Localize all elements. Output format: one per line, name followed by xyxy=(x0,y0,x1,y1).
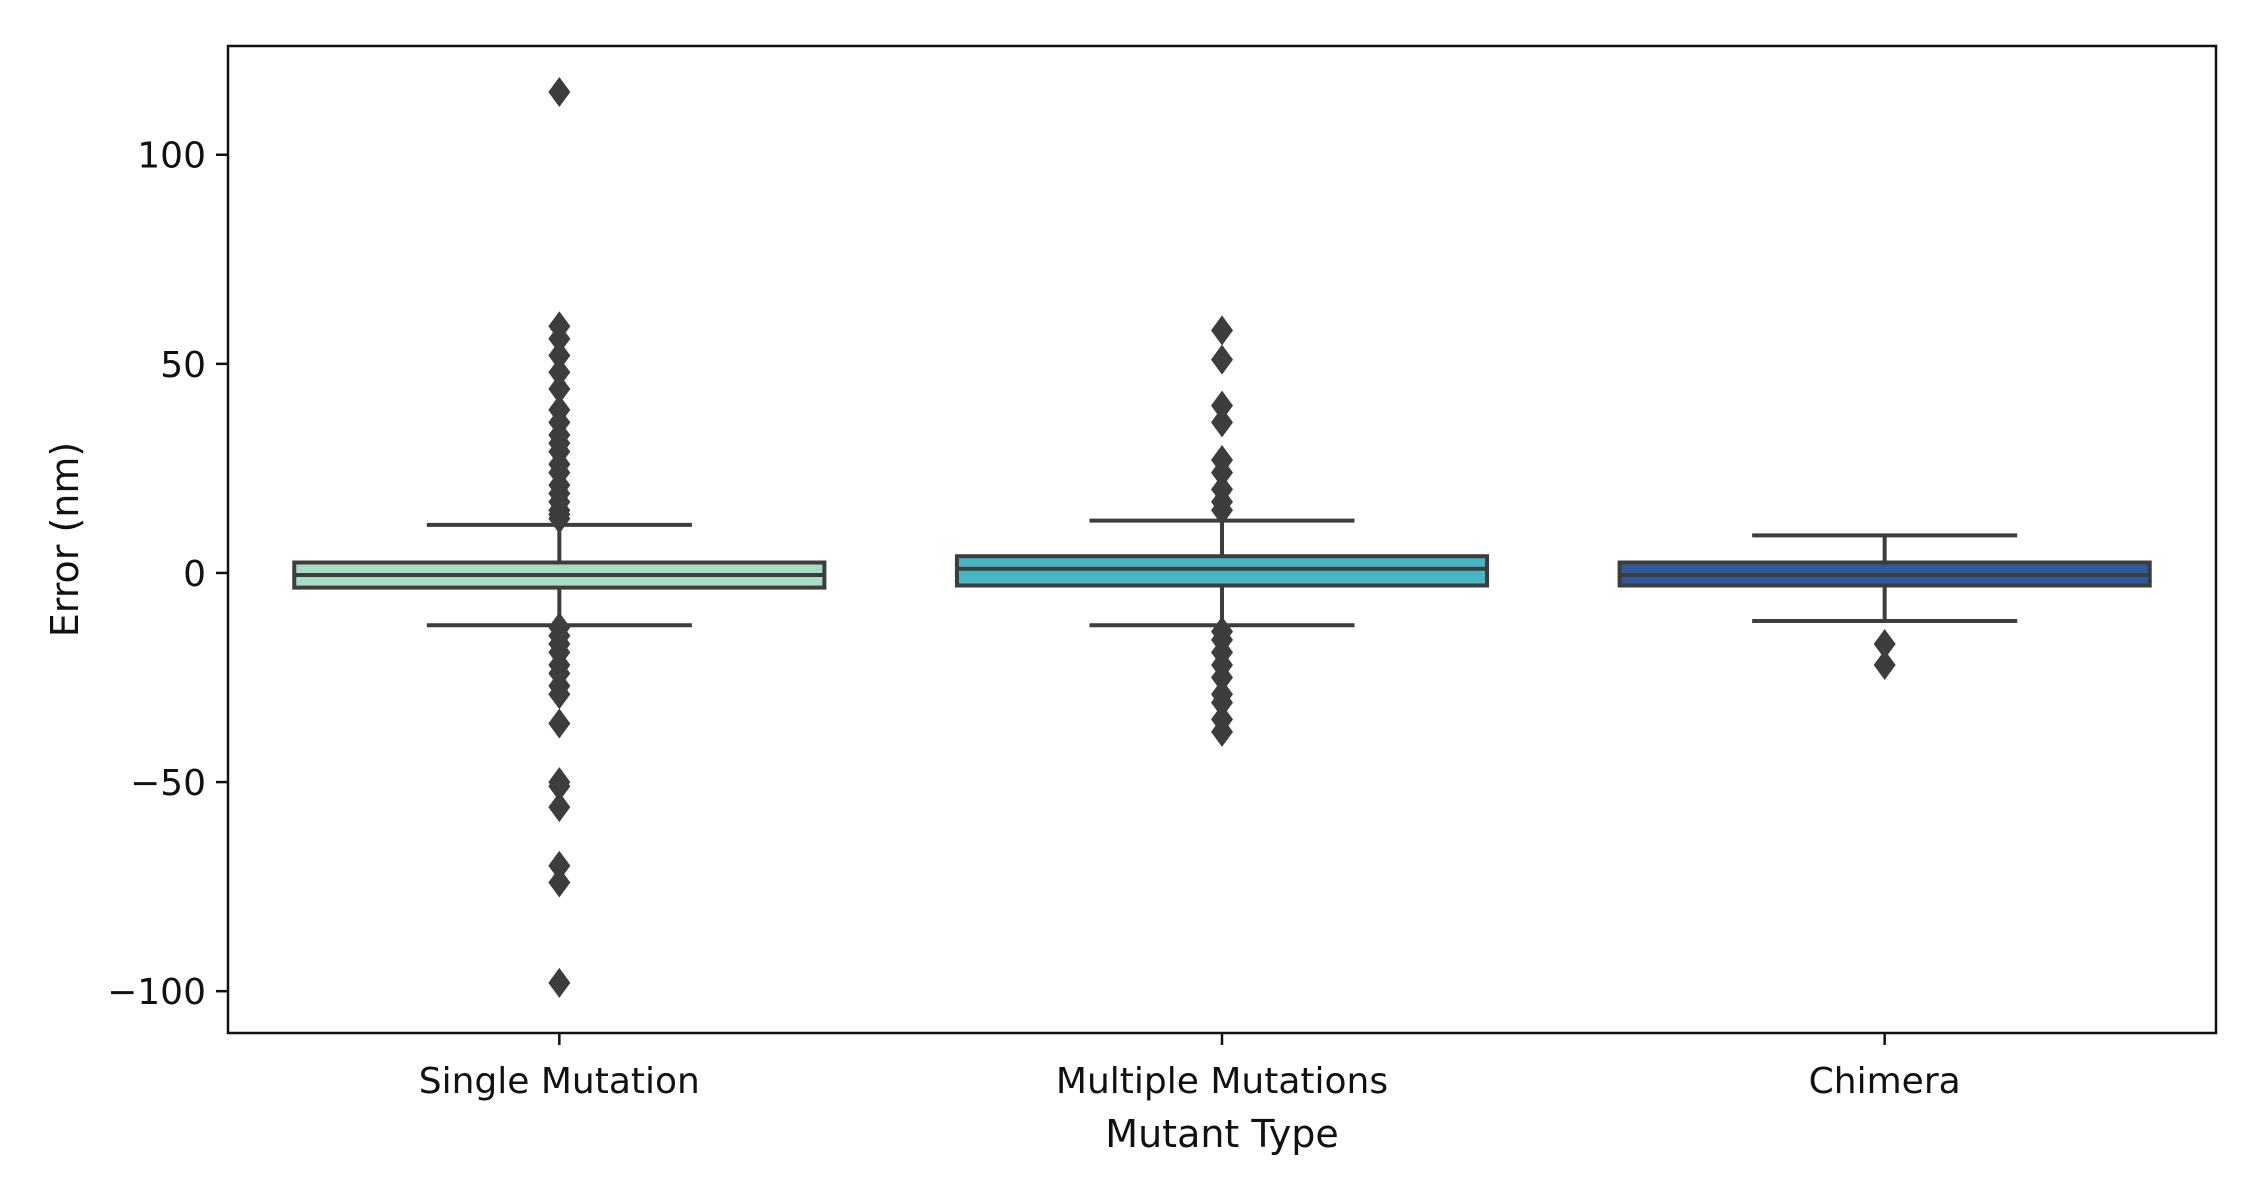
outlier-point xyxy=(1211,407,1233,438)
outlier-point xyxy=(548,357,571,388)
y-axis-ticks: 100 50 0 −50 −100 xyxy=(107,136,228,1013)
outlier-point xyxy=(548,850,571,881)
outlier-point xyxy=(548,967,571,998)
y-tick-label: −100 xyxy=(107,972,206,1013)
y-axis-label: Error (nm) xyxy=(43,442,87,637)
outlier-point xyxy=(548,323,571,354)
outlier-point xyxy=(1211,687,1233,718)
iqr-box xyxy=(954,554,1490,588)
outlier-point xyxy=(548,77,571,108)
box-group-3 xyxy=(1617,533,2152,680)
outlier-point xyxy=(548,679,571,710)
axes-frame xyxy=(226,44,2218,1035)
x-axis-label: Mutant Type xyxy=(1105,1112,1338,1156)
x-tick-label: Chimera xyxy=(1809,1061,1961,1102)
outlier-point xyxy=(548,867,571,898)
outlier-point xyxy=(1211,344,1233,375)
outlier-point xyxy=(548,373,571,404)
outlier-point xyxy=(1211,662,1233,693)
plot-area xyxy=(292,77,2152,998)
x-tick-label: Single Mutation xyxy=(419,1061,700,1102)
outlier-point xyxy=(1211,315,1233,346)
outlier-point xyxy=(548,503,571,534)
y-tick-label: 100 xyxy=(137,136,206,177)
outlier-point xyxy=(548,340,571,371)
x-tick-label: Multiple Mutations xyxy=(1056,1061,1388,1102)
box-group-1 xyxy=(292,77,827,998)
outlier-point xyxy=(1873,629,1896,660)
x-axis-ticks: Single Mutation Multiple Mutations Chimera xyxy=(419,1033,1961,1102)
outlier-point xyxy=(548,708,571,739)
outlier-point xyxy=(548,792,571,823)
y-tick-label: −50 xyxy=(130,763,206,804)
outlier-point xyxy=(1211,716,1233,747)
outlier-point xyxy=(1873,649,1896,680)
outlier-point xyxy=(1211,390,1233,421)
y-tick-label: 0 xyxy=(183,554,206,595)
outlier-point xyxy=(548,771,571,802)
box-group-2 xyxy=(954,315,1490,747)
y-tick-label: 50 xyxy=(160,345,206,386)
outlier-point xyxy=(1211,495,1233,526)
outlier-point xyxy=(1211,457,1233,488)
